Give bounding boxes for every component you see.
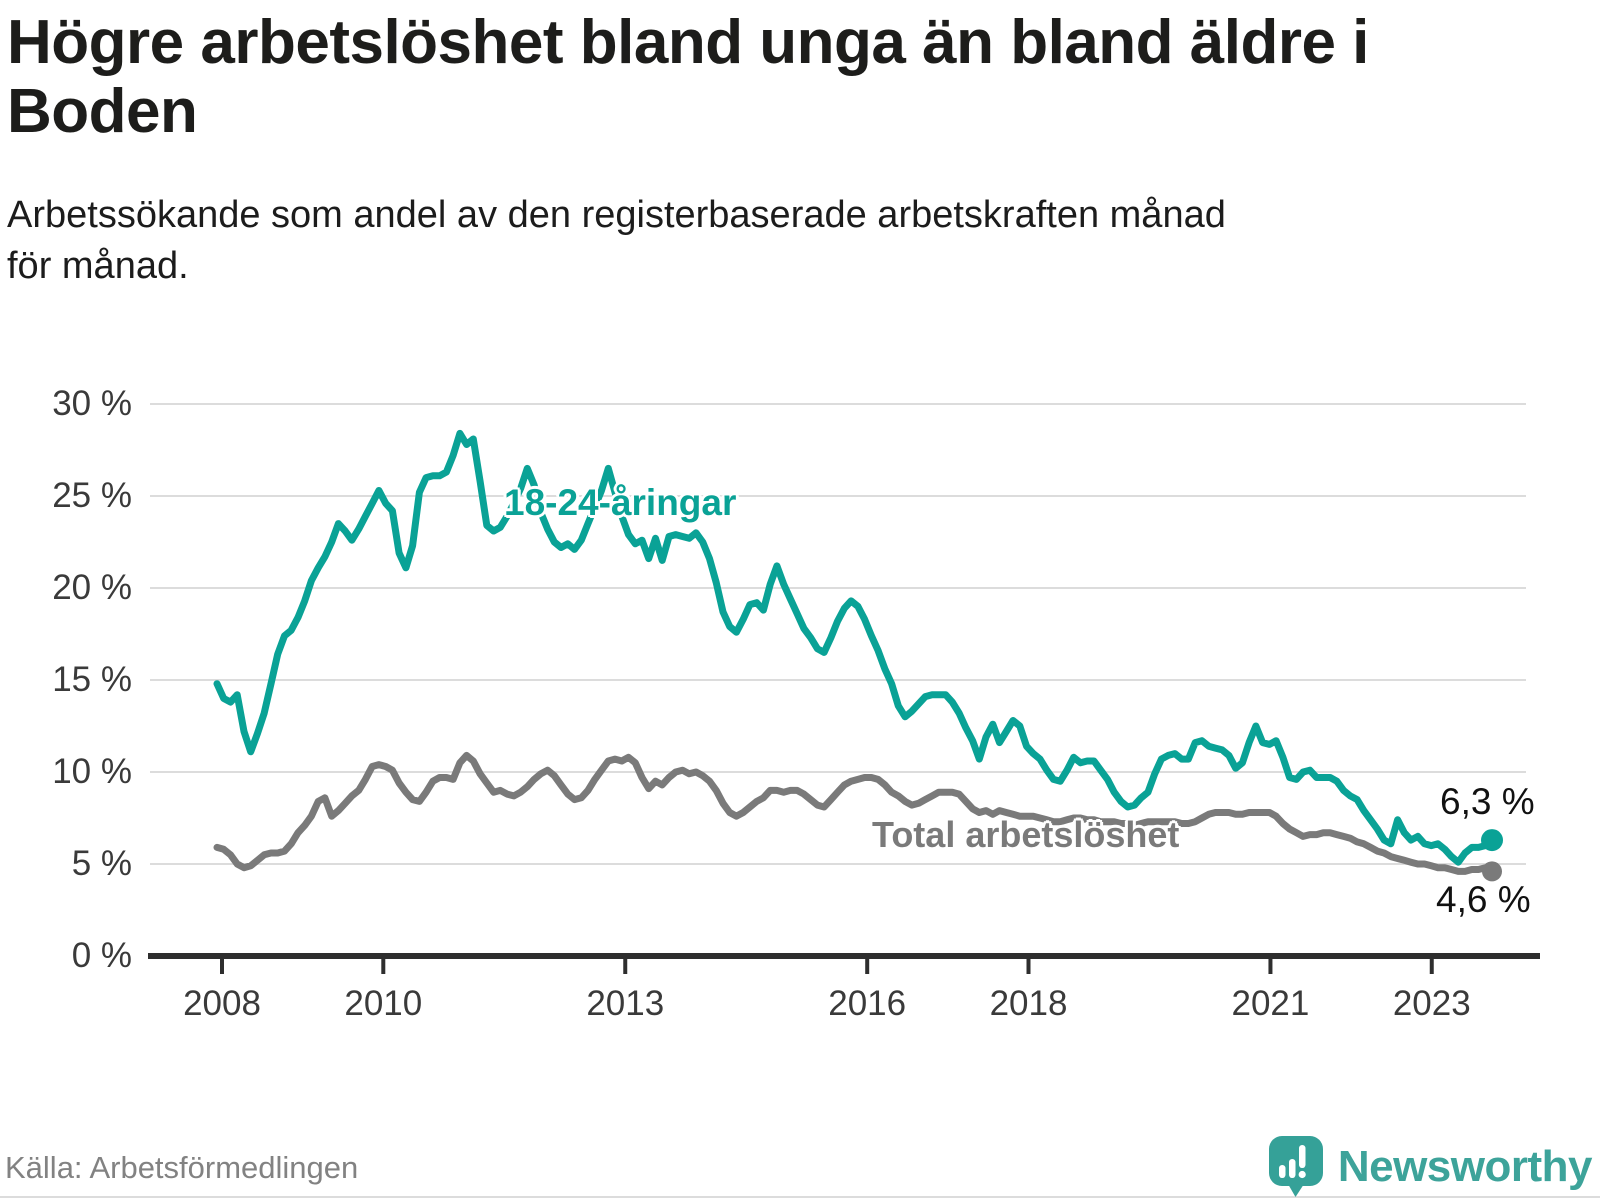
chart-subtitle: Arbetssökande som andel av den registerb… (7, 190, 1226, 292)
page-title-line-1: Högre arbetslöshet bland unga än bland ä… (7, 8, 1369, 77)
end-value-label-youth: 6,3 % (1440, 781, 1535, 822)
chart-subtitle-line-1: Arbetssökande som andel av den registerb… (7, 194, 1226, 236)
newsworthy-bar-chart-icon (1268, 1136, 1323, 1197)
end-value-label-total: 4,6 % (1436, 879, 1531, 920)
series-label-youth: 18-24-åringar (504, 482, 737, 523)
brand-name: Newsworthy (1337, 1142, 1593, 1191)
series-label-total: Total arbetslöshet (872, 814, 1180, 855)
source-note: Källa: Arbetsförmedlingen (5, 1150, 359, 1185)
page-title-line-2: Boden (7, 77, 198, 147)
bottom-divider (0, 1196, 1600, 1198)
series-end-dot-youth (1481, 829, 1503, 852)
newsworthy-logo: Newsworthy (1268, 1136, 1593, 1198)
series-line-total (213, 751, 1496, 875)
series-line-youth (213, 429, 1496, 866)
page-title: Högre arbetslöshet bland unga än bland ä… (7, 8, 1369, 147)
series-end-dot-total (1482, 861, 1502, 882)
chart-subtitle-line-2: för månad. (7, 244, 189, 287)
